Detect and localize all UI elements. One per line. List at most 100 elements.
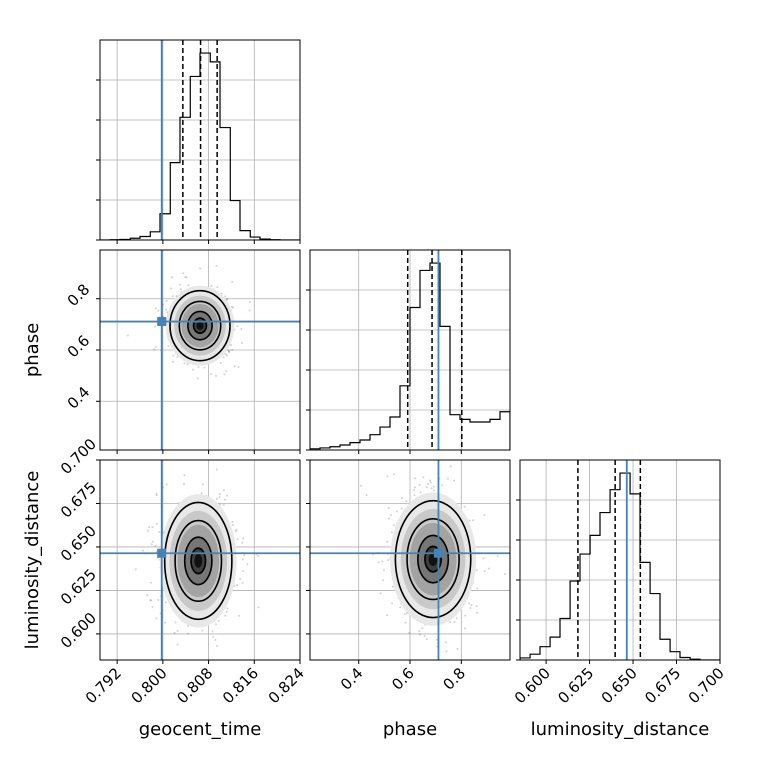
sample-point <box>413 477 416 480</box>
x-axis-label-luminosity-distance: luminosity_distance <box>531 719 710 740</box>
sample-point <box>199 267 202 270</box>
sample-point <box>162 303 165 306</box>
sample-point <box>182 482 185 485</box>
contour-line <box>424 545 442 573</box>
sample-point <box>226 494 229 497</box>
panel-background <box>520 460 720 660</box>
sample-point <box>476 587 479 590</box>
hist-panel-phase <box>306 249 511 454</box>
sample-point <box>155 492 158 495</box>
sample-point <box>449 620 452 623</box>
density-panel-geocent_time-phase <box>96 249 301 454</box>
sample-point <box>230 305 233 308</box>
truth-marker <box>157 548 167 558</box>
sample-point <box>241 558 244 561</box>
sample-point <box>214 374 217 377</box>
sample-point <box>427 482 430 485</box>
y-tick-label: 0.700 <box>57 435 100 478</box>
sample-point <box>482 557 485 560</box>
sample-point <box>433 489 436 492</box>
x-tick-label: 0.816 <box>219 664 262 707</box>
contour-line <box>406 517 460 601</box>
sample-point <box>150 599 153 602</box>
sample-point <box>142 549 145 552</box>
sample-point <box>425 638 428 641</box>
sample-point <box>236 584 239 587</box>
x-axis-label-geocent-time: geocent_time <box>139 719 262 740</box>
sample-point <box>187 284 190 287</box>
x-tick-label: 0.675 <box>641 664 684 707</box>
sample-point <box>453 479 456 482</box>
sample-point <box>388 517 391 520</box>
sample-point <box>226 297 229 300</box>
y-tick-label: 0.8 <box>64 280 94 310</box>
sample-point <box>225 370 228 373</box>
sample-point <box>257 606 260 609</box>
sample-point <box>165 299 168 302</box>
panel-content <box>310 460 510 660</box>
sample-point <box>483 513 486 516</box>
sample-point <box>224 353 227 356</box>
sample-point <box>413 489 416 492</box>
sample-point <box>196 377 199 380</box>
panel-frame <box>99 39 301 241</box>
sample-point <box>386 540 389 543</box>
sample-point <box>183 362 186 365</box>
sample-point <box>154 307 157 310</box>
sample-point <box>222 489 225 492</box>
sample-point <box>148 526 151 529</box>
sample-point <box>421 627 424 630</box>
histogram-step-luminosity_distance <box>520 472 720 660</box>
sample-point <box>418 630 421 633</box>
sample-point <box>218 496 221 499</box>
sample-point <box>405 500 408 503</box>
sample-point <box>210 285 213 288</box>
sample-point <box>154 325 157 328</box>
y-tick-label: 0.650 <box>57 522 100 565</box>
sample-point <box>228 350 231 353</box>
x-tick-label: 0.800 <box>128 664 171 707</box>
sample-point <box>456 647 459 650</box>
sample-point <box>231 521 234 524</box>
sample-point <box>423 634 426 637</box>
sample-point <box>241 541 244 544</box>
sample-point <box>151 526 154 529</box>
hist-panel-geocent_time <box>96 39 301 244</box>
sample-point <box>155 522 158 525</box>
y-tick-label: 0.6 <box>64 332 94 362</box>
sample-point <box>184 276 187 279</box>
sample-point <box>432 485 435 488</box>
sample-point <box>172 360 175 363</box>
density-panel-geocent_time-luminosity_distance <box>96 455 301 664</box>
x-tick-label: 0.824 <box>265 664 308 707</box>
sample-point <box>404 621 407 624</box>
sample-point <box>396 510 399 513</box>
x-tick-label: 0.600 <box>511 664 554 707</box>
sample-point <box>179 288 182 291</box>
x-tick-label: 0.4 <box>337 664 367 694</box>
sample-point <box>399 606 402 609</box>
contour-line <box>178 300 222 351</box>
sample-point <box>134 568 137 571</box>
sample-point <box>216 286 219 289</box>
sample-point <box>225 455 227 457</box>
sample-point <box>422 476 425 479</box>
sample-point <box>496 555 499 558</box>
panel-content <box>100 455 300 660</box>
sample-point <box>233 365 236 368</box>
sample-point <box>215 468 218 471</box>
sample-point <box>212 635 215 638</box>
contour-line <box>183 536 213 586</box>
sample-point <box>248 309 251 312</box>
sample-point <box>186 632 189 635</box>
sample-point <box>464 614 467 617</box>
sample-point <box>403 613 406 616</box>
sample-point <box>164 621 167 624</box>
sample-point <box>469 606 472 609</box>
sample-point <box>224 295 227 298</box>
sample-point <box>239 578 242 581</box>
sample-point <box>169 287 172 290</box>
x-tick-label: 0.808 <box>173 664 216 707</box>
sample-point <box>225 354 228 357</box>
sample-point <box>147 529 150 532</box>
